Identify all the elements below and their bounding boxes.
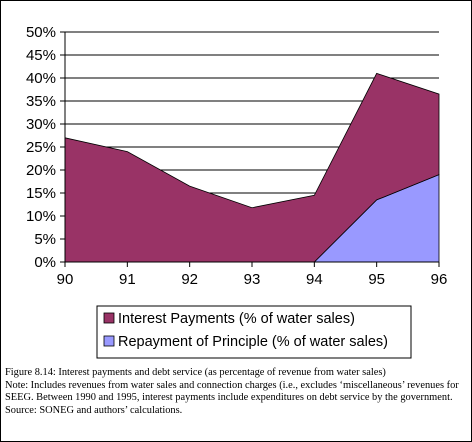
y-tick-label: 45% [26, 47, 56, 64]
caption-note: Note: Includes revenues from water sales… [5, 379, 459, 404]
legend: Interest Payments (% of water sales) Repa… [96, 305, 412, 359]
y-tick-label: 50% [26, 24, 56, 41]
legend-swatch [103, 335, 115, 347]
caption-figure-title: Figure 8.14: Interest payments and debt … [5, 367, 386, 378]
stacked-area-chart: 0% 5% 10% 15% 20% 25% 30% 35% 40% 45% 50% 90 91 92 93… [26, 24, 448, 359]
caption-source: Source: SONEG and authors’ calculations. [5, 404, 183, 416]
legend-label: Repayment of Principle (% of water sales… [118, 334, 388, 350]
x-tick-label: 94 [306, 271, 323, 288]
figure-caption: Figure 8.14: Interest payments and debt … [5, 367, 467, 417]
x-tick-label: 92 [181, 271, 198, 288]
x-tick-label: 95 [368, 271, 385, 288]
legend-swatch [103, 312, 115, 324]
x-tick-label: 91 [119, 271, 136, 288]
y-tick-label: 20% [26, 162, 56, 179]
y-tick-label: 15% [26, 185, 56, 202]
x-tick-label: 90 [57, 271, 74, 288]
series-areas [64, 72, 440, 263]
y-tick-label: 25% [26, 139, 56, 156]
x-tick-label: 96 [431, 271, 448, 288]
y-tick-label: 30% [26, 116, 56, 133]
y-tick-label: 35% [26, 93, 56, 110]
legend-box [96, 305, 412, 359]
y-tick-label: 10% [26, 208, 56, 225]
x-tick-label: 93 [244, 271, 261, 288]
x-tick-labels: 90 91 92 93 94 95 96 [57, 262, 448, 288]
y-tick-label: 5% [34, 231, 56, 248]
legend-label: Interest Payments (% of water sales) [118, 311, 355, 327]
y-tick-label: 40% [26, 70, 56, 87]
y-tick-labels: 0% 5% 10% 15% 20% 25% 30% 35% 40% 45% 50% [26, 24, 56, 271]
y-tick-label: 0% [34, 254, 56, 271]
